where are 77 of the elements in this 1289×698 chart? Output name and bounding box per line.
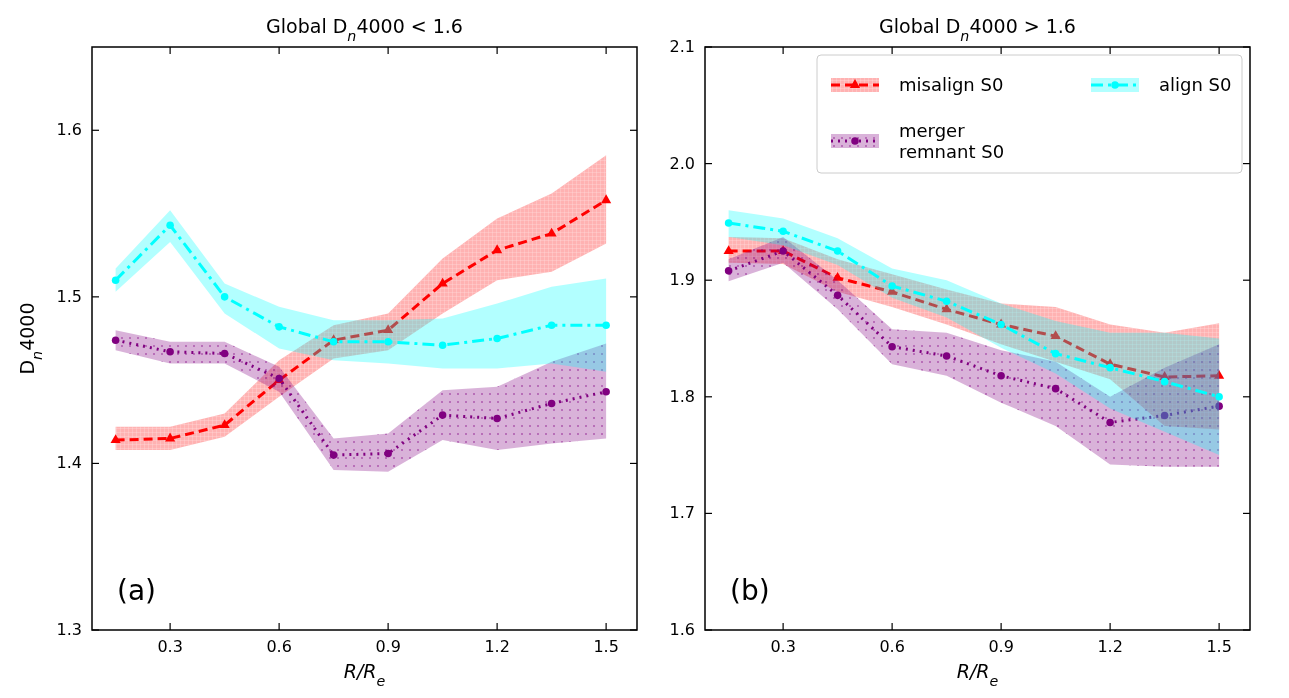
point <box>438 341 447 349</box>
point <box>779 227 787 236</box>
annotation: (a) <box>117 574 157 607</box>
point <box>942 352 951 360</box>
x-tick-label: 0.6 <box>266 637 292 656</box>
point <box>997 372 1005 380</box>
point <box>547 321 556 329</box>
y-tick-label: 1.5 <box>56 286 82 306</box>
point <box>220 293 229 301</box>
point <box>1051 349 1060 358</box>
point <box>219 419 230 429</box>
point <box>329 451 338 459</box>
point <box>492 244 503 254</box>
point <box>1106 363 1114 372</box>
point <box>833 291 842 300</box>
point <box>1160 411 1169 420</box>
point <box>166 348 174 356</box>
point <box>547 399 556 408</box>
x-tick-label: 0.3 <box>157 637 183 656</box>
point <box>1215 402 1223 410</box>
point <box>888 342 896 351</box>
point <box>546 227 557 237</box>
point <box>832 271 843 281</box>
point <box>724 267 733 275</box>
y-tick-label: 1.4 <box>56 453 82 473</box>
x-axis-title: R/R$_{e}$ <box>343 660 386 689</box>
point <box>1051 384 1060 393</box>
point <box>493 414 501 423</box>
point <box>220 349 229 358</box>
x-tick-label: 0.3 <box>770 637 796 656</box>
point <box>1106 418 1114 427</box>
point <box>384 338 392 346</box>
point <box>493 334 501 343</box>
point <box>275 323 283 331</box>
y-tick-label: 2.1 <box>669 37 695 56</box>
point <box>165 432 176 442</box>
point <box>888 282 896 290</box>
x-tick-label: 0.9 <box>375 637 401 656</box>
point <box>724 219 733 227</box>
x-tick-label: 0.6 <box>879 637 905 656</box>
x-tick-label: 1.5 <box>1206 637 1232 656</box>
y-tick-label: 1.3 <box>56 620 82 639</box>
annotation: (b) <box>730 574 770 607</box>
y-tick-label: 1.9 <box>669 270 695 290</box>
point <box>723 245 734 254</box>
point <box>111 276 120 284</box>
y-tick-label: 1.6 <box>56 120 82 140</box>
point <box>1050 330 1061 340</box>
x-tick-label: 1.2 <box>484 637 510 656</box>
point <box>383 324 394 334</box>
point <box>1160 377 1169 386</box>
point <box>110 434 121 444</box>
x-axis-title: R/R$_{e}$ <box>956 660 999 689</box>
y-tick-label: 1.6 <box>669 620 695 639</box>
legend-label: align S0 <box>1159 74 1232 95</box>
x-tick-label: 1.2 <box>1097 637 1123 656</box>
point <box>601 194 612 204</box>
point <box>384 449 392 458</box>
y-tick-label: 1.7 <box>669 503 695 523</box>
x-tick-label: 0.9 <box>988 637 1014 656</box>
point <box>1214 369 1225 379</box>
point <box>329 338 338 346</box>
chart-title: Global D$_{n}$4000 < 1.6 <box>266 15 463 44</box>
x-tick-label: 1.5 <box>593 637 619 656</box>
legend-label: misalign S0 <box>899 74 1004 95</box>
point <box>602 321 610 329</box>
point <box>1215 393 1223 401</box>
point <box>833 247 842 255</box>
point <box>438 411 447 419</box>
point <box>166 221 174 230</box>
legend-label: merger remnant S0 <box>899 120 1005 162</box>
y-tick-label: 2.0 <box>669 153 695 173</box>
y-tick-label: 1.8 <box>669 386 695 406</box>
point <box>111 336 120 344</box>
chart-title: Global D$_{n}$4000 > 1.6 <box>879 15 1076 44</box>
point <box>942 297 951 305</box>
point <box>602 388 610 396</box>
